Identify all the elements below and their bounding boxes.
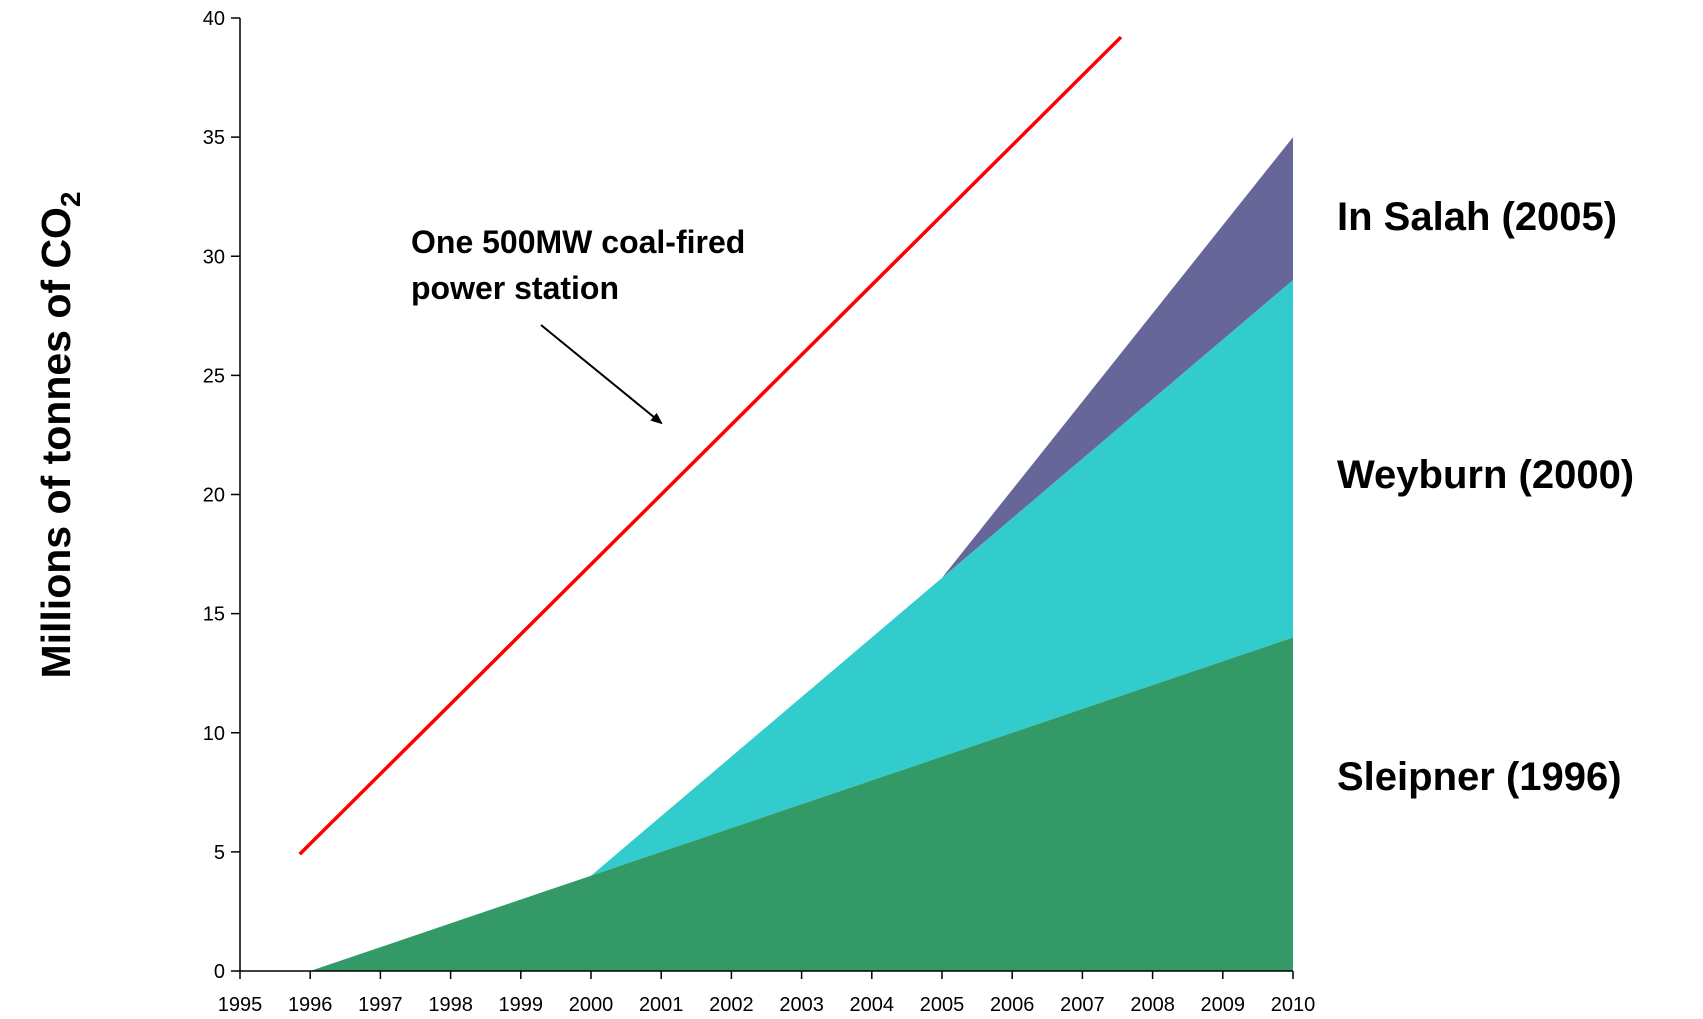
annotation: One 500MW coal-fired power station bbox=[411, 224, 745, 425]
series-label-in-salah: In Salah (2005) bbox=[1337, 195, 1617, 239]
stacked-areas bbox=[310, 137, 1293, 971]
y-tick-label: 20 bbox=[203, 485, 225, 507]
x-tick-label: 2010 bbox=[1271, 994, 1316, 1016]
y-tick-label: 35 bbox=[203, 127, 225, 149]
annotation-line-2: power station bbox=[411, 270, 619, 306]
y-tick-label: 40 bbox=[203, 8, 225, 30]
x-tick-label: 2003 bbox=[779, 994, 824, 1016]
x-tick-label: 2000 bbox=[569, 994, 614, 1016]
x-tick-label: 1999 bbox=[499, 994, 544, 1016]
y-tick-label: 5 bbox=[214, 842, 225, 864]
y-ticks: 0 5 10 15 20 25 30 35 40 bbox=[203, 8, 240, 983]
annotation-line-1: One 500MW coal-fired bbox=[411, 224, 745, 260]
axes: 0 5 10 15 20 25 30 35 40 1995 1996 1997 1998 1999 200… bbox=[203, 8, 1316, 1016]
coal-power-station-line bbox=[298, 35, 1123, 856]
x-tick-label: 2005 bbox=[920, 994, 965, 1016]
x-tick-label: 2004 bbox=[850, 994, 895, 1016]
x-ticks: 1995 1996 1997 1998 1999 2000 2001 2002 2003 2004… bbox=[218, 971, 1316, 1016]
y-tick-label: 15 bbox=[203, 604, 225, 626]
series-label-weyburn: Weyburn (2000) bbox=[1337, 453, 1634, 497]
annotation-arrow bbox=[540, 324, 663, 425]
y-tick-label: 25 bbox=[203, 365, 225, 387]
y-axis-title-subscript: 2 bbox=[55, 191, 86, 207]
y-tick-label: 0 bbox=[214, 961, 225, 983]
y-tick-label: 30 bbox=[203, 246, 225, 268]
x-tick-label: 1996 bbox=[288, 994, 333, 1016]
x-tick-label: 2001 bbox=[639, 994, 684, 1016]
area-weyburn bbox=[591, 280, 1293, 876]
x-tick-label: 2002 bbox=[709, 994, 754, 1016]
series-label-sleipner: Sleipner (1996) bbox=[1337, 755, 1622, 799]
x-tick-label: 2009 bbox=[1201, 994, 1246, 1016]
area-in-salah bbox=[942, 137, 1293, 578]
x-tick-label: 2006 bbox=[990, 994, 1035, 1016]
x-tick-label: 2007 bbox=[1060, 994, 1105, 1016]
x-tick-label: 1998 bbox=[428, 994, 473, 1016]
series-labels: In Salah (2005) Weyburn (2000) Sleipner … bbox=[1337, 195, 1634, 799]
x-tick-label: 1995 bbox=[218, 994, 263, 1016]
y-tick-label: 10 bbox=[203, 723, 225, 745]
x-tick-label: 2008 bbox=[1130, 994, 1175, 1016]
area-sleipner bbox=[310, 637, 1293, 971]
y-axis-title-main: Millions of tonnes of CO bbox=[33, 207, 79, 678]
x-tick-label: 1997 bbox=[358, 994, 403, 1016]
y-axis-title: Millions of tonnes of CO2 bbox=[33, 191, 86, 678]
